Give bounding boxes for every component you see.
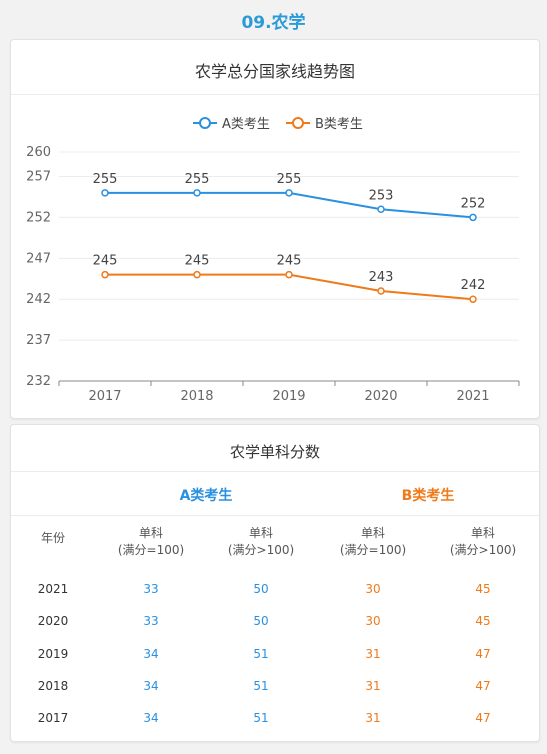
col-header-b100-line2: (满分=100) — [339, 543, 407, 557]
cell-b100: 31 — [365, 711, 381, 725]
cell-year: 2020 — [37, 614, 69, 628]
cell-agt100: 51 — [253, 679, 269, 693]
y-tick-label: 242 — [26, 292, 51, 307]
data-label: 243 — [369, 270, 394, 285]
cell-b100: 30 — [365, 614, 381, 628]
cell-year: 2018 — [37, 679, 69, 693]
col-header-agt100-line2: (满分>100) — [227, 543, 295, 557]
cell-a100: 34 — [143, 647, 159, 661]
table-row: 2019 34 51 31 47 — [11, 643, 539, 665]
chart-card: 农学总分国家线趋势图 232 237 242 247 252 257 260 2017 2018… — [10, 39, 540, 419]
x-tick-label: 2017 — [88, 389, 121, 404]
group-header-b: B类考生 — [401, 488, 455, 504]
x-tick-label: 2018 — [180, 389, 213, 404]
cell-a100: 33 — [143, 582, 159, 596]
data-point — [285, 270, 293, 279]
table-row: 2017 34 51 31 47 — [11, 707, 539, 729]
y-tick-label: 232 — [26, 374, 51, 389]
cell-bgt100: 47 — [475, 711, 491, 725]
cell-agt100: 51 — [253, 647, 269, 661]
cell-year: 2019 — [37, 647, 69, 661]
cell-bgt100: 47 — [475, 679, 491, 693]
data-label: 242 — [461, 278, 486, 293]
y-tick-label: 260 — [26, 145, 51, 160]
data-point — [377, 205, 385, 213]
cell-agt100: 50 — [253, 582, 269, 596]
y-tick-label: 247 — [26, 251, 51, 266]
cell-b100: 30 — [365, 582, 381, 596]
data-point — [193, 189, 201, 197]
cell-bgt100: 47 — [475, 647, 491, 661]
data-label: 252 — [461, 196, 486, 211]
data-label: 245 — [93, 254, 118, 269]
y-tick-label: 252 — [26, 210, 51, 225]
col-header-bgt100-line2: (满分>100) — [449, 543, 517, 557]
y-tick-label: 257 — [26, 170, 51, 185]
col-header-a100: 单科 (满分=100) — [101, 525, 201, 559]
cell-year: 2021 — [37, 582, 69, 596]
col-header-bgt100-line1: 单科 — [470, 526, 495, 540]
table-divider-top — [11, 471, 539, 472]
y-tick-label: 237 — [26, 333, 51, 348]
data-point — [377, 287, 385, 295]
data-point — [469, 295, 477, 303]
cell-b100: 31 — [365, 647, 381, 661]
table-title: 农学单科分数 — [229, 443, 320, 461]
table-card: 农学单科分数 A类考生 B类考生 年份 单科 (满分=100) 单科 (满分>1… — [10, 424, 540, 742]
data-label: 253 — [369, 188, 394, 203]
cell-bgt100: 45 — [475, 582, 491, 596]
data-point — [469, 213, 477, 222]
x-tick-label: 2019 — [272, 389, 305, 404]
data-label: 255 — [93, 172, 118, 187]
data-label: 245 — [277, 254, 302, 269]
col-header-b100: 单科 (满分=100) — [323, 525, 423, 559]
data-label: 245 — [185, 254, 210, 269]
section-title: 09.农学 — [241, 13, 306, 33]
data-label: 255 — [277, 172, 302, 187]
legend-swatch-marker — [292, 117, 304, 129]
table-row: 2021 33 50 30 45 — [11, 578, 539, 600]
x-tick-label: 2020 — [364, 389, 397, 404]
chart-title: 农学总分国家线趋势图 — [194, 62, 355, 81]
cell-a100: 34 — [143, 679, 159, 693]
data-point — [101, 270, 109, 279]
table-row: 2018 34 51 31 47 — [11, 675, 539, 697]
table-row: 2020 33 50 30 45 — [11, 610, 539, 632]
table-divider-header — [11, 515, 539, 516]
col-header-year: 年份 — [40, 531, 65, 545]
data-point — [101, 189, 109, 197]
chart-divider — [11, 94, 539, 95]
data-point — [285, 189, 293, 197]
data-label: 255 — [185, 172, 210, 187]
cell-bgt100: 45 — [475, 614, 491, 628]
cell-agt100: 50 — [253, 614, 269, 628]
col-header-a100-line1: 单科 — [138, 526, 163, 540]
col-header-b100-line1: 单科 — [360, 526, 385, 540]
cell-b100: 31 — [365, 679, 381, 693]
cell-agt100: 51 — [253, 711, 269, 725]
col-header-a100-line2: (满分=100) — [117, 543, 185, 557]
group-header-a: A类考生 — [179, 488, 233, 504]
col-header-bgt100: 单科 (满分>100) — [433, 525, 533, 559]
data-point — [193, 270, 201, 279]
cell-year: 2017 — [37, 711, 69, 725]
x-tick-label: 2021 — [456, 389, 489, 404]
cell-a100: 34 — [143, 711, 159, 725]
col-header-agt100: 单科 (满分>100) — [211, 525, 311, 559]
legend-swatch-marker — [199, 117, 211, 129]
legend-label: A类考生 — [222, 117, 270, 132]
line-chart: 232 237 242 247 252 257 260 2017 2018 2019 2020 202… — [26, 117, 520, 404]
cell-a100: 33 — [143, 614, 159, 628]
legend-label: B类考生 — [315, 117, 363, 132]
col-header-agt100-line1: 单科 — [248, 526, 273, 540]
